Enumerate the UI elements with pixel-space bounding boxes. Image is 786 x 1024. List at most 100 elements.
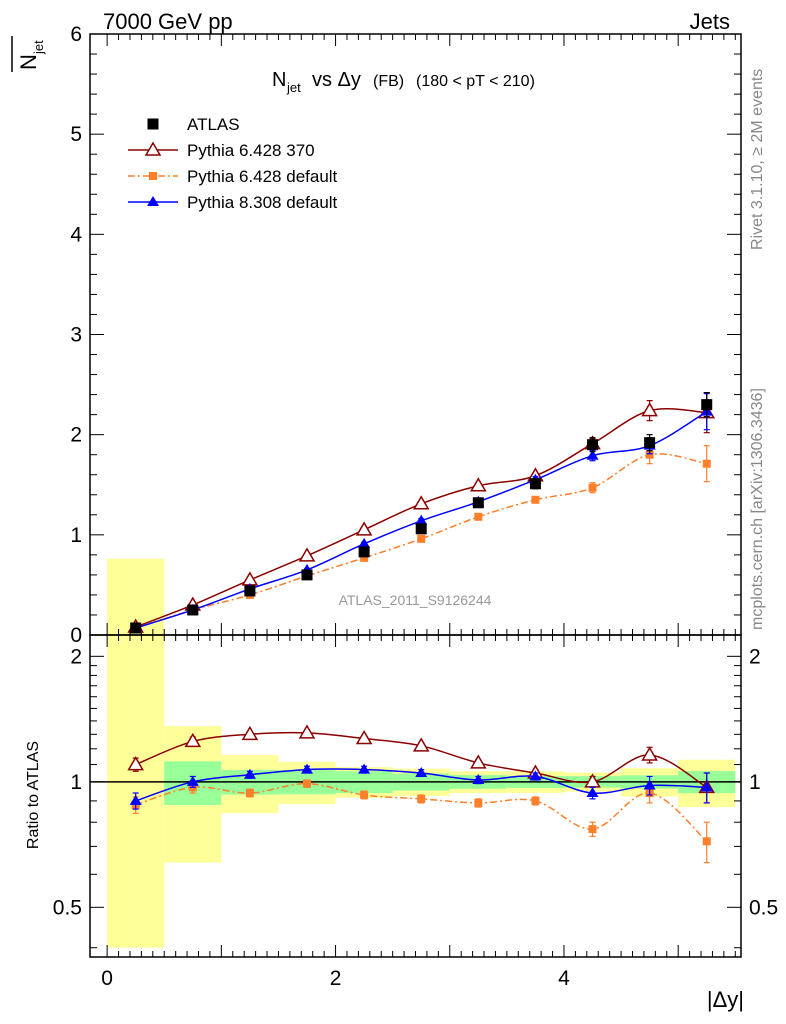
pythia-6-428-default-point [360, 553, 369, 562]
pythia-6-428-370-ratio-point [412, 737, 430, 752]
pythia-6-428-default-ratio-point [702, 837, 711, 846]
y-tick-label: 1 [70, 524, 82, 547]
svg-text:N: N [16, 54, 41, 70]
atlas-point [187, 604, 199, 616]
svg-text:jet: jet [286, 80, 301, 95]
svg-text:(180 < pT < 210): (180 < pT < 210) [416, 73, 535, 90]
pythia-6-428-default-ratio-point [531, 796, 540, 805]
x-tick-label: 2 [330, 967, 342, 990]
atlas-point [244, 585, 256, 597]
pythia-6-428-default-point [417, 534, 426, 543]
pythia-6-428-370-ratio-point [241, 725, 259, 741]
x-axis-label: |Δy| [707, 987, 744, 1012]
pythia-6-428-370-ratio-point [470, 754, 487, 769]
pythia-6-428-default-ratio-line [135, 782, 708, 842]
ratio-uncertainty-bands [107, 558, 736, 948]
svg-text:(FB): (FB) [373, 73, 404, 90]
y-tick-label: 5 [70, 123, 82, 146]
ratio-tick-label: 0.5 [53, 896, 82, 919]
pythia-6-428-default-ratio-point [245, 789, 254, 798]
pythia-6-428-370-ratio-point [127, 756, 144, 771]
atlas-point [529, 478, 541, 490]
chart-title: N jet vs Δy (FB) (180 < pT < 210) [272, 69, 535, 95]
pythia-8-308-default-ratio-point [643, 779, 656, 790]
pythia-6-428-default-point [474, 512, 483, 521]
legend-marker-pythia-8-308-default [147, 196, 159, 206]
pythia-8-308-default-ratio-point [529, 770, 542, 781]
pythia-8-308-default-ratio-point [243, 768, 256, 779]
pythia-6-428-default-ratio-point [417, 794, 426, 803]
ratio-tick-label-right: 0.5 [749, 896, 778, 919]
pythia-8-308-default-ratio-point [358, 763, 371, 774]
pythia-6-428-370-point [355, 521, 373, 536]
atlas-point [587, 439, 599, 451]
legend: ATLAS Pythia 6.428 370 Pythia 6.428 defaul… [128, 115, 338, 212]
pythia-6-428-default-ratio-point [474, 798, 483, 807]
pythia-6-428-370-ratio-point [355, 730, 373, 745]
pythia-6-428-default-ratio-point [303, 779, 311, 788]
legend-marker-pythia-6-428-default [149, 172, 157, 180]
pythia-6-428-370-ratio-point [298, 724, 316, 739]
legend-label-pythia-8-308-default: Pythia 8.308 default [187, 193, 338, 212]
ratio-band-outer [107, 558, 165, 948]
atlas-point [701, 399, 713, 411]
ratio-tick-label-right: 2 [749, 645, 761, 668]
atlas-point [358, 546, 370, 558]
pythia-6-428-370-point [412, 495, 430, 510]
atlas-point [301, 569, 313, 581]
y-tick-label: 3 [70, 324, 82, 347]
pythia-6-428-370-point [298, 547, 316, 562]
atlas-point [415, 523, 427, 535]
pythia-8-308-default-ratio-point [186, 775, 199, 786]
main-ylabel: N jet [11, 36, 46, 72]
pythia-8-308-default-point [586, 449, 599, 460]
atlas-point [472, 497, 484, 509]
pythia-8-308-default-ratio-point [129, 794, 142, 805]
legend-label-pythia-6-428-370: Pythia 6.428 370 [187, 141, 315, 160]
legend-marker-atlas [147, 118, 159, 130]
y-tick-label: 0 [70, 624, 82, 647]
legend-label-pythia-6-428-default: Pythia 6.428 default [187, 167, 338, 186]
pythia-6-428-default-point [531, 495, 540, 504]
x-tick-label: 4 [558, 967, 570, 990]
y-tick-label: 6 [70, 23, 82, 46]
pythia-8-308-default-ratio-point [415, 766, 428, 777]
pythia-6-428-370-ratio-point [641, 746, 658, 761]
data-marks [127, 391, 716, 864]
pythia-8-308-default-ratio-point [301, 763, 313, 774]
pythia-6-428-default-point [588, 483, 597, 492]
pythia-6-428-default-ratio-point [360, 790, 369, 799]
legend-marker-pythia-6-428-370 [144, 141, 162, 156]
pythia-8-308-default-ratio-point [472, 774, 485, 785]
mcplots-label: mcplots.cern.ch [arXiv:1306.3436] [749, 388, 766, 630]
pythia-8-308-default-ratio-point [586, 787, 599, 798]
svg-text:jet: jet [31, 40, 46, 55]
pythia-8-308-default-point [358, 537, 371, 548]
header-jets-label: Jets [690, 9, 730, 34]
legend-label-atlas: ATLAS [187, 115, 240, 134]
svg-text:vs Δy: vs Δy [312, 69, 361, 91]
pythia-8-308-default-point [415, 514, 428, 525]
x-tick-label: 0 [101, 967, 113, 990]
header-energy-label: 7000 GeV pp [103, 9, 233, 34]
pythia-6-428-370-ratio-point [184, 732, 202, 748]
watermark-label: ATLAS_2011_S9126244 [339, 592, 492, 608]
pythia-6-428-default-point [645, 450, 654, 459]
ratio-tick-label-right: 1 [749, 771, 761, 794]
svg-text:N: N [272, 69, 286, 91]
pythia-6-428-default-line [135, 453, 707, 629]
atlas-point [130, 622, 142, 634]
atlas-point [644, 437, 656, 449]
ratio-tick-label: 2 [70, 645, 82, 668]
y-tick-label: 4 [70, 223, 82, 246]
pythia-6-428-default-ratio-point [588, 825, 597, 834]
rivet-label: Rivet 3.1.10, ≥ 2M events [749, 69, 766, 250]
y-tick-label: 2 [70, 424, 82, 447]
pythia-6-428-370-point [470, 477, 487, 492]
pythia-8-308-default-ratio-point [700, 781, 713, 792]
ratio-ylabel: Ratio to ATLAS [25, 741, 42, 849]
pythia-6-428-default-point [702, 459, 711, 468]
pythia-6-428-370-point [641, 402, 658, 417]
